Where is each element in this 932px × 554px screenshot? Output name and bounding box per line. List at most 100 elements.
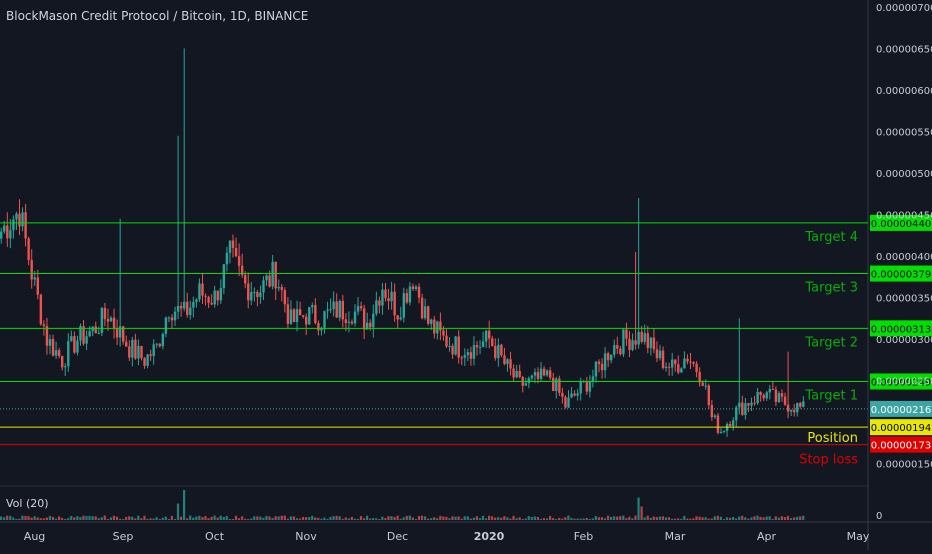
candle-body [15, 213, 18, 220]
candle-body [344, 319, 348, 323]
volume-bar [317, 517, 320, 520]
candle-body [57, 350, 61, 357]
volume-bar [247, 519, 250, 520]
volume-bar [597, 517, 600, 520]
candle-body [82, 326, 85, 344]
volume-bar [161, 517, 164, 520]
volume-bar [628, 516, 631, 520]
volume-bar [301, 517, 305, 520]
volume-bar [634, 515, 637, 520]
volume-bar [555, 519, 558, 520]
candle-body [70, 336, 73, 342]
volume-bar [768, 516, 771, 520]
volume-bar [753, 516, 756, 520]
candle-body [600, 363, 604, 371]
volume-bar [759, 516, 762, 520]
candle-body [704, 385, 707, 387]
volume-bar [469, 518, 472, 520]
candle-body [579, 381, 582, 394]
volume-bar [588, 518, 591, 520]
candle-body [631, 340, 634, 350]
volume-bar [73, 517, 76, 520]
volume-bar [210, 516, 213, 520]
y-axis-ticks: 0.00000700 0.00000650 0.00000600 0.00000550… [876, 3, 932, 471]
candle-body [353, 311, 357, 324]
volume-bar [698, 516, 701, 520]
candle-body [375, 300, 378, 314]
candle-body [268, 275, 271, 287]
level-price-tag-6 [870, 436, 932, 453]
candle-body [802, 401, 805, 407]
volume-bar [643, 517, 646, 520]
volume-bar [362, 518, 366, 520]
volume-bar [338, 516, 341, 520]
volume-bar [799, 516, 802, 520]
candle-body [710, 404, 714, 418]
volume-bar [33, 516, 36, 520]
candle-body [796, 402, 799, 413]
volume-bar [793, 517, 796, 520]
level-price-tag-2 [870, 265, 932, 282]
volume-bar [539, 518, 543, 520]
volume-bar [170, 515, 173, 520]
candle-body [134, 339, 137, 359]
volume-bar [311, 515, 314, 520]
candle-body [320, 327, 323, 331]
candle-body [549, 370, 552, 378]
candle-body [436, 321, 439, 334]
volume-bar [750, 517, 753, 520]
volume-bar [667, 517, 671, 520]
volume-bar [219, 515, 222, 520]
candle-body [744, 403, 747, 415]
volume-bar [762, 517, 765, 520]
volume-bar [600, 517, 604, 520]
volume-bar [402, 517, 405, 520]
y-tick-label: 0.00000250 [876, 377, 932, 388]
candle-body [97, 332, 100, 334]
candle-body [54, 350, 58, 356]
candle-body [545, 370, 549, 376]
candle-body [539, 368, 543, 379]
volume-bar [244, 518, 247, 520]
candle-body [750, 402, 753, 406]
volume-bar [545, 518, 549, 520]
volume-bar [756, 515, 759, 520]
volume-bar [564, 517, 567, 520]
volume-bar [274, 516, 277, 520]
candle-body [628, 338, 631, 350]
candle-body [533, 372, 537, 376]
candle-body [420, 297, 424, 319]
level-price-tag-3 [870, 320, 932, 337]
candle-body [341, 300, 344, 320]
candle-body [247, 283, 250, 301]
candle-body [222, 264, 226, 289]
volume-bar [27, 516, 30, 520]
volume-bar [256, 516, 259, 520]
volume-bar [298, 518, 302, 520]
volume-bar [500, 517, 503, 520]
candle-body [9, 230, 12, 239]
candle-body [125, 341, 128, 347]
volume-bar [271, 518, 274, 520]
candle-body [664, 366, 668, 369]
volume-bar [646, 515, 649, 520]
candle-body [244, 275, 247, 284]
candle-body [384, 289, 387, 299]
candle-body [27, 238, 30, 261]
x-tick-label: 2020 [474, 530, 505, 543]
candle-body [176, 305, 180, 312]
volume-bar [259, 516, 262, 520]
volume-bar [796, 516, 799, 520]
candle-body [515, 370, 518, 378]
volume-bar [692, 518, 695, 520]
volume-bar [378, 519, 381, 520]
volume-bar [6, 515, 9, 520]
candle-body [616, 345, 619, 349]
candle-body [167, 317, 171, 319]
volume-bar [277, 516, 280, 520]
x-tick-label: Aug [24, 530, 45, 543]
volume-bar [686, 518, 689, 520]
volume-bar [82, 515, 85, 520]
